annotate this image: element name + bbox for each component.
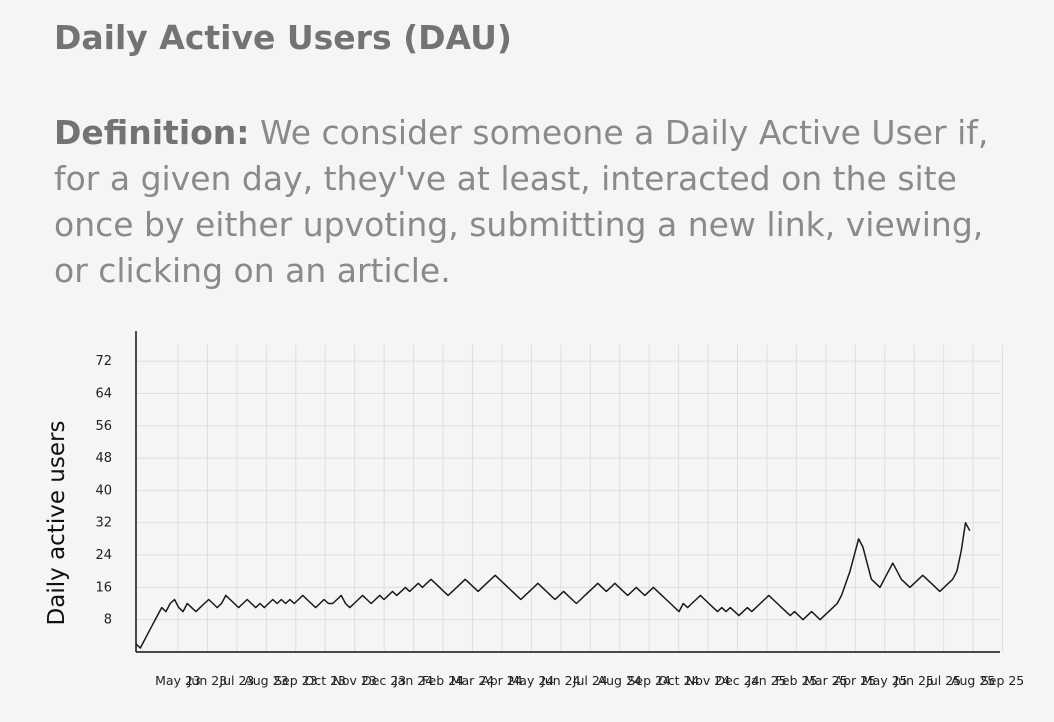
x-tick-label: Jul 25: [925, 673, 961, 688]
x-tick-label: Mar 24: [451, 673, 495, 688]
definition-paragraph: Definition: We consider someone a Daily …: [54, 110, 1014, 294]
x-tick-label: Jul 23: [218, 673, 254, 688]
y-tick-label: 24: [95, 548, 112, 563]
definition-text: We consider someone a Daily Active User …: [54, 113, 989, 290]
x-tick-label: Jan 25: [746, 673, 786, 688]
x-tick-label: Jul 24: [572, 673, 608, 688]
y-tick-label: 48: [95, 451, 112, 466]
y-tick-label: 64: [95, 386, 112, 401]
x-tick-label: Jun 25: [893, 673, 933, 688]
y-axis-label: Daily active users: [44, 421, 70, 626]
x-tick-label: Sep 23: [274, 673, 317, 688]
x-tick-label: Aug 25: [951, 673, 995, 688]
x-tick-label: Oct 24: [658, 673, 700, 688]
x-tick-label: Jan 24: [393, 673, 433, 688]
x-tick-label: Feb 24: [422, 673, 464, 688]
x-tick-label: Jun 24: [540, 673, 580, 688]
x-tick-label: Jun 23: [187, 673, 227, 688]
x-tick-label: Apr 24: [481, 673, 523, 688]
x-tick-label: May 24: [509, 673, 555, 688]
y-tick-label: 32: [95, 516, 112, 531]
page-title: Daily Active Users (DAU): [54, 18, 512, 57]
x-tick-label: Nov 23: [333, 673, 377, 688]
y-tick-label: 56: [95, 419, 112, 434]
y-tick-label: 72: [95, 354, 112, 369]
x-tick-label: Aug 24: [598, 673, 642, 688]
x-tick-label: Apr 25: [835, 673, 877, 688]
definition-label: Definition:: [54, 113, 250, 152]
y-tick-label: 40: [95, 483, 112, 498]
x-tick-label: May 23: [155, 673, 201, 688]
y-tick-label: 16: [95, 580, 112, 595]
x-tick-label: Aug 23: [244, 673, 288, 688]
dau-series-line: [135, 521, 971, 649]
x-tick-label: May 25: [862, 673, 908, 688]
x-tick-label: Sep 25: [981, 673, 1024, 688]
x-tick-label: Nov 24: [686, 673, 730, 688]
x-tick-label: Oct 23: [304, 673, 346, 688]
x-tick-label: Dec 24: [715, 673, 759, 688]
x-tick-label: Feb 25: [775, 673, 817, 688]
x-tick-label: Sep 24: [627, 673, 670, 688]
x-tick-label: Mar 25: [804, 673, 847, 688]
y-tick-label: 8: [104, 613, 112, 628]
x-tick-label: Dec 23: [362, 673, 406, 688]
